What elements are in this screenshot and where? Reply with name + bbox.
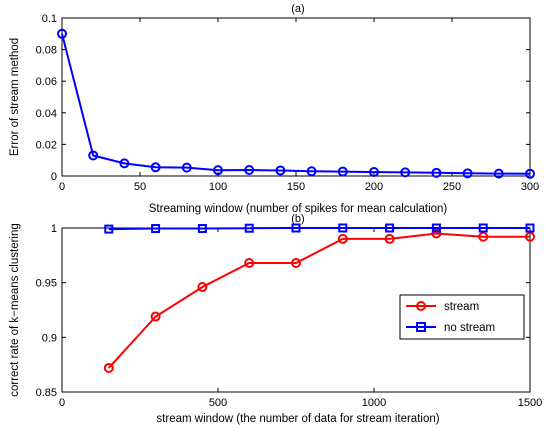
data-point (525, 223, 535, 233)
data-point (57, 28, 67, 39)
data-point (197, 224, 207, 234)
chart-a-y-ticks: 0 0.02 0.04 0.06 0.08 0.1 (36, 13, 530, 183)
data-point (431, 167, 442, 178)
chart-b-series (103, 223, 535, 373)
x-tick-label: 250 (443, 181, 461, 193)
x-tick-label: 300 (521, 181, 539, 193)
data-point (337, 233, 348, 244)
chart-b-title: (b) (291, 213, 304, 225)
data-point (525, 231, 535, 242)
x-tick-label: 0 (59, 397, 65, 409)
chart-b-x-ticks: 0 500 1000 1500 (59, 228, 542, 409)
series-line-0-0 (61, 33, 531, 175)
x-tick-label: 1000 (362, 397, 386, 409)
legend-no-stream-marker (416, 322, 426, 332)
chart-a-x-ticks: 0 50 100 150 200 250 300 (59, 18, 539, 193)
data-point (385, 223, 395, 233)
data-point (275, 165, 286, 176)
y-tick-label: 1 (51, 223, 57, 235)
data-point (150, 162, 161, 173)
y-tick-label: 0.85 (36, 387, 57, 399)
series-line-1-0 (108, 232, 530, 369)
y-tick-label: 0 (51, 171, 57, 183)
data-point (119, 158, 130, 169)
data-point (493, 168, 504, 179)
data-point (181, 162, 192, 173)
x-tick-label: 100 (209, 181, 227, 193)
data-point (400, 167, 411, 178)
y-tick-label: 0.95 (36, 278, 57, 290)
data-point (431, 228, 442, 239)
data-point (88, 150, 99, 161)
data-point (291, 223, 301, 233)
chart-a-y-axis-label: Error of stream method (9, 38, 21, 156)
data-point (103, 362, 114, 373)
data-point (291, 257, 301, 268)
x-tick-label: 0 (59, 181, 65, 193)
legend-no-stream-label: no stream (444, 322, 495, 334)
data-point (338, 223, 348, 233)
legend-stream-marker (416, 301, 426, 311)
x-tick-label: 1500 (518, 397, 542, 409)
x-tick-label: 500 (209, 397, 227, 409)
chart-b-legend: stream no stream (399, 294, 525, 340)
y-tick-label: 0.1 (42, 13, 57, 25)
x-tick-label: 50 (134, 181, 146, 193)
chart-a-x-axis-label: Streaming window (number of spikes for m… (149, 203, 448, 215)
data-point (150, 311, 161, 322)
y-tick-label: 0.02 (36, 139, 57, 151)
data-point (384, 233, 395, 244)
x-tick-label: 150 (287, 181, 305, 193)
data-point (244, 257, 255, 268)
chart-a-axes-box (61, 17, 531, 177)
data-point (151, 224, 161, 234)
data-point (462, 168, 473, 179)
data-point (306, 166, 317, 177)
data-point (525, 168, 535, 179)
y-tick-label: 0.9 (42, 332, 57, 344)
chart-a-title: (a) (291, 3, 304, 15)
chart-b-x-axis-label: stream window (the number of data for st… (156, 413, 439, 425)
legend-stream-label: stream (444, 301, 479, 313)
series-line-1-1 (108, 227, 530, 231)
y-tick-label: 0.08 (36, 45, 57, 57)
data-point (244, 223, 254, 233)
data-point (213, 165, 223, 176)
chart-b-y-ticks: 0.85 0.9 0.95 1 (36, 223, 530, 399)
data-point (431, 223, 441, 233)
x-tick-label: 200 (365, 181, 383, 193)
data-point (104, 224, 114, 234)
data-point (337, 166, 348, 177)
data-point (478, 231, 489, 242)
data-point (197, 282, 208, 293)
chart-b-y-axis-label: correct rate of k−means clustering (9, 223, 21, 397)
chart-a-series (57, 28, 535, 179)
data-point (244, 164, 255, 175)
y-tick-label: 0.06 (36, 76, 57, 88)
y-tick-label: 0.04 (36, 108, 57, 120)
data-point (478, 223, 488, 233)
chart-a: (a) 0 50 100 150 200 250 300 0 0.02 0.04 0.06 0.08… (9, 3, 539, 215)
chart-b: (b) 0 500 1000 1500 0.85 0.9 0.95 1 stream win… (9, 213, 542, 425)
data-point (369, 167, 379, 178)
